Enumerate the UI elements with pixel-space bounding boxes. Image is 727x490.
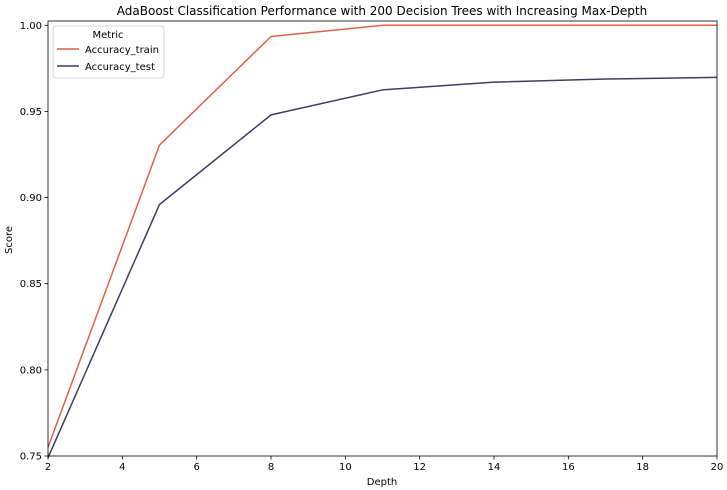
x-tick-label: 12 <box>413 462 426 473</box>
x-tick-label: 8 <box>268 462 274 473</box>
x-axis-title: Depth <box>367 477 397 488</box>
y-tick-label: 1.00 <box>20 21 42 32</box>
y-tick-label: 0.80 <box>20 365 42 376</box>
x-tick-label: 2 <box>45 462 51 473</box>
series-layer <box>47 24 718 459</box>
x-tick-label: 6 <box>193 462 199 473</box>
legend: Metric Accuracy_train Accuracy_test <box>52 25 165 79</box>
series-line-accuracy-test <box>47 76 718 459</box>
chart-title: AdaBoost Classification Performance with… <box>117 4 647 18</box>
x-tick-label: 20 <box>711 462 724 473</box>
y-tick-label: 0.95 <box>20 107 42 118</box>
x-tick-label: 14 <box>488 462 501 473</box>
x-axis: 2 4 6 8 10 12 14 16 18 20 <box>45 456 724 473</box>
x-tick-label: 10 <box>339 462 352 473</box>
y-tick-label: 0.85 <box>20 279 42 290</box>
x-tick-label: 4 <box>119 462 125 473</box>
legend-label-accuracy-train: Accuracy_train <box>85 45 159 56</box>
y-tick-label: 0.90 <box>20 193 42 204</box>
plot-frame <box>47 20 718 457</box>
y-axis-title: Score <box>4 226 15 254</box>
legend-label-accuracy-test: Accuracy_test <box>85 62 155 73</box>
legend-box <box>52 25 165 79</box>
x-tick-label: 16 <box>562 462 575 473</box>
series-line-accuracy-train <box>47 24 717 448</box>
x-tick-label: 18 <box>636 462 649 473</box>
legend-title: Metric <box>92 30 123 41</box>
y-tick-label: 0.75 <box>20 452 42 463</box>
y-axis: 0.75 0.80 0.85 0.90 0.95 1.00 <box>20 21 48 463</box>
